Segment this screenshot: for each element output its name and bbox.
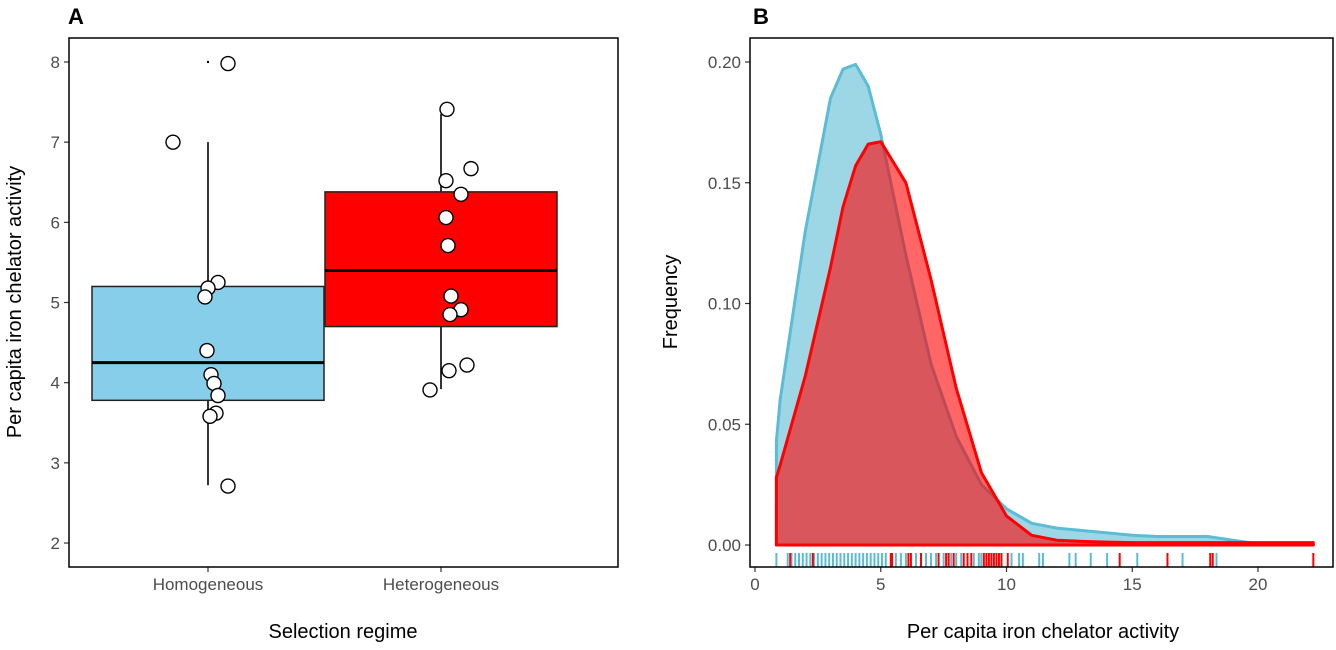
x-tick-label: 20 <box>1249 575 1268 594</box>
y-tick-label: 0.10 <box>708 295 741 314</box>
y-tick-label: 0.05 <box>708 415 741 434</box>
data-point <box>220 55 236 72</box>
outlier-point <box>206 60 210 64</box>
data-point <box>442 306 458 323</box>
data-point <box>453 186 469 202</box>
data-point <box>210 387 226 404</box>
y-tick-label: 8 <box>51 53 60 72</box>
data-point <box>197 289 213 305</box>
x-tick-label: 15 <box>1123 575 1142 594</box>
panel-b-y-axis-title: Frequency <box>660 255 682 350</box>
data-point <box>202 408 218 425</box>
data-point <box>440 237 456 254</box>
x-tick-label: 5 <box>876 575 885 594</box>
y-tick-label: 7 <box>51 133 60 152</box>
data-point <box>459 357 475 373</box>
data-point <box>463 160 479 177</box>
y-tick-label: 0.20 <box>708 53 741 72</box>
density-area-heterogeneous <box>774 140 1315 547</box>
panel-a-label: A <box>68 4 84 29</box>
data-point <box>422 382 438 398</box>
y-tick-label: 5 <box>51 294 60 313</box>
y-tick-label: 3 <box>51 454 60 473</box>
y-tick-label: 0.00 <box>708 536 741 555</box>
data-point <box>443 288 459 304</box>
y-tick-label: 0.15 <box>708 174 741 193</box>
panel-b-plot: 0 5 10 15 20 0.00 0.05 0.10 0.15 0.20 <box>708 37 1334 594</box>
data-point <box>438 172 454 189</box>
data-point <box>165 134 181 150</box>
data-point <box>438 209 454 226</box>
panel-a-plot: Homogeneous Heterogeneous 2 3 4 5 6 7 8 <box>51 37 619 594</box>
data-point <box>439 101 455 118</box>
y-tick-label: 4 <box>51 374 60 393</box>
panel-a-frame <box>68 37 619 568</box>
panel-b-label: B <box>753 4 769 29</box>
panel-b-frame <box>749 37 1334 568</box>
x-tick-label: Homogeneous <box>153 575 264 594</box>
x-tick-label: 0 <box>750 575 759 594</box>
y-tick-label: 6 <box>51 213 60 232</box>
data-point <box>220 478 236 494</box>
x-tick-label: 10 <box>997 575 1016 594</box>
panel-b-x-axis-title: Per capita iron chelator activity <box>907 621 1179 643</box>
y-tick-label: 2 <box>51 534 60 553</box>
data-point <box>199 342 215 359</box>
data-point <box>441 362 457 379</box>
panel-a-x-axis-title: Selection regime <box>269 621 418 643</box>
panel-a-y-axis-title: Per capita iron chelator activity <box>4 166 26 438</box>
x-tick-label: Heterogeneous <box>383 575 499 594</box>
